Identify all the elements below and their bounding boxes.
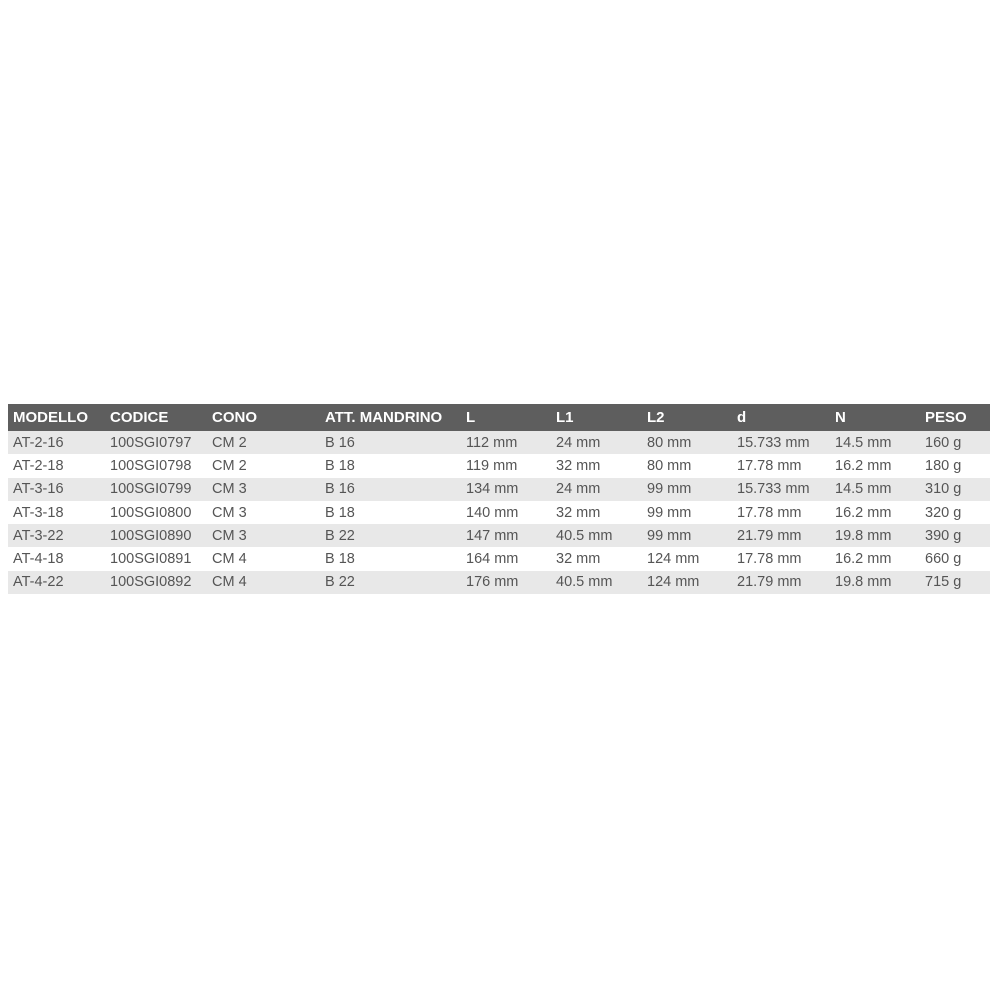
table-cell: 15.733 mm [732, 477, 830, 501]
table-cell: 320 g [920, 500, 990, 525]
table-cell: 32 mm [551, 454, 642, 478]
table-cell: 40.5 mm [551, 570, 642, 595]
table-cell: 16.2 mm [830, 454, 920, 478]
table-cell: 19.8 mm [830, 524, 920, 548]
table-cell: AT-4-22 [8, 570, 105, 595]
table-cell: CM 2 [207, 454, 320, 478]
column-header: L2 [642, 404, 732, 431]
table-cell: 19.8 mm [830, 570, 920, 595]
table-cell: 17.78 mm [732, 454, 830, 478]
table-cell: 100SGI0891 [105, 547, 207, 571]
table-cell: B 22 [320, 524, 461, 548]
table-cell: 32 mm [551, 547, 642, 571]
table-cell: CM 4 [207, 547, 320, 571]
table-cell: AT-3-16 [8, 477, 105, 501]
table-cell: CM 4 [207, 570, 320, 595]
column-header: PESO [920, 404, 990, 431]
table-cell: 99 mm [642, 524, 732, 548]
table-cell: AT-4-18 [8, 547, 105, 571]
table-cell: 100SGI0892 [105, 570, 207, 595]
table-cell: 134 mm [461, 477, 551, 501]
table-cell: 16.2 mm [830, 547, 920, 571]
table-cell: 80 mm [642, 431, 732, 455]
table-cell: B 18 [320, 454, 461, 478]
table-cell: 112 mm [461, 431, 551, 455]
table-cell: 124 mm [642, 570, 732, 595]
table-cell: AT-2-18 [8, 454, 105, 478]
table-cell: B 16 [320, 431, 461, 455]
column-header: CODICE [105, 404, 207, 431]
column-header: L [461, 404, 551, 431]
table-cell: CM 3 [207, 477, 320, 501]
table-cell: 124 mm [642, 547, 732, 571]
table-cell: 99 mm [642, 500, 732, 525]
table-header-row: MODELLO CODICE CONO ATT. MANDRINO L L1 L2 d N PES… [8, 404, 990, 431]
table-cell: 660 g [920, 547, 990, 571]
table-cell: AT-3-22 [8, 524, 105, 548]
table-cell: CM 2 [207, 431, 320, 455]
table-cell: 32 mm [551, 500, 642, 525]
column-header: d [732, 404, 830, 431]
table-cell: B 18 [320, 547, 461, 571]
table-cell: 119 mm [461, 454, 551, 478]
table-cell: 16.2 mm [830, 500, 920, 525]
table-cell: B 18 [320, 500, 461, 525]
column-header: CONO [207, 404, 320, 431]
table-cell: 100SGI0797 [105, 431, 207, 455]
table-cell: CM 3 [207, 524, 320, 548]
table-cell: 40.5 mm [551, 524, 642, 548]
table-cell: 164 mm [461, 547, 551, 571]
table-cell: 100SGI0800 [105, 500, 207, 525]
table-cell: 80 mm [642, 454, 732, 478]
table-cell: 99 mm [642, 477, 732, 501]
table-cell: 100SGI0798 [105, 454, 207, 478]
table-cell: 17.78 mm [732, 547, 830, 571]
table-cell: 21.79 mm [732, 524, 830, 548]
table-cell: 390 g [920, 524, 990, 548]
table-cell: 15.733 mm [732, 431, 830, 455]
table-cell: 24 mm [551, 431, 642, 455]
table-cell: 180 g [920, 454, 990, 478]
table-cell: 14.5 mm [830, 477, 920, 501]
column-header: MODELLO [8, 404, 105, 431]
table-cell: 140 mm [461, 500, 551, 525]
table-cell: 310 g [920, 477, 990, 501]
table-cell: 147 mm [461, 524, 551, 548]
column-header: L1 [551, 404, 642, 431]
table-cell: AT-3-18 [8, 500, 105, 525]
table-cell: 17.78 mm [732, 500, 830, 525]
table-cell: 100SGI0799 [105, 477, 207, 501]
spec-table: MODELLO CODICE CONO ATT. MANDRINO L L1 L2 d N PES… [8, 404, 990, 595]
table-cell: 100SGI0890 [105, 524, 207, 548]
table-cell: 24 mm [551, 477, 642, 501]
column-header: N [830, 404, 920, 431]
table-cell: 715 g [920, 570, 990, 595]
table-cell: CM 3 [207, 500, 320, 525]
column-header: ATT. MANDRINO [320, 404, 461, 431]
table-cell: AT-2-16 [8, 431, 105, 455]
table-cell: B 16 [320, 477, 461, 501]
table-cell: B 22 [320, 570, 461, 595]
table-cell: 14.5 mm [830, 431, 920, 455]
table-cell: 160 g [920, 431, 990, 455]
table-cell: 21.79 mm [732, 570, 830, 595]
table-cell: 176 mm [461, 570, 551, 595]
